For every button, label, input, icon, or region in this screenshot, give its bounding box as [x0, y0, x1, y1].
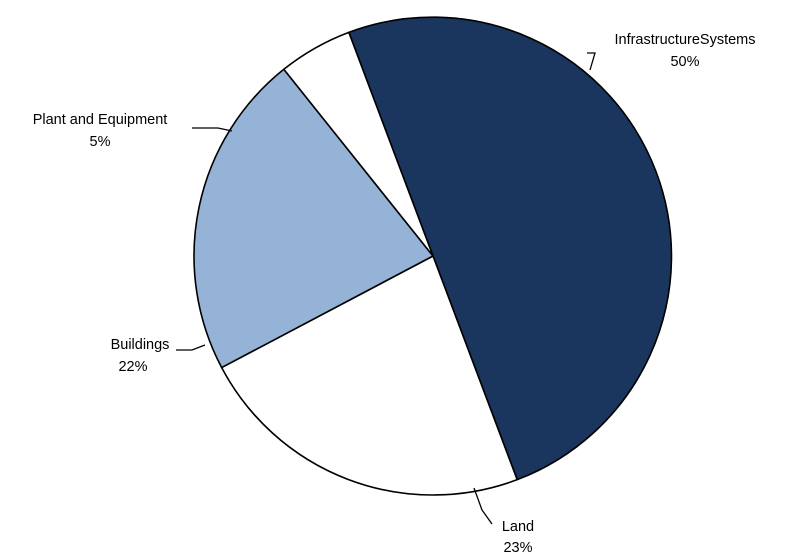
- leader-line-infrastructure-systems: [587, 52, 596, 71]
- label-infrastructure-systems: InfrastructureSystems: [614, 32, 755, 48]
- slice-buildings: [193, 68, 434, 369]
- slice-land: [220, 255, 518, 496]
- pct-plant-and-equipment: 5%: [90, 134, 111, 150]
- leader-lines: [176, 52, 596, 525]
- leader-line-land: [473, 487, 493, 525]
- label-plant-and-equipment: Plant and Equipment: [33, 112, 168, 128]
- leader-line-plant-and-equipment: [192, 127, 233, 132]
- pct-buildings: 22%: [118, 359, 147, 375]
- label-land: Land: [502, 519, 534, 535]
- label-buildings: Buildings: [111, 337, 170, 353]
- slice-infrastructure-systems: [348, 16, 673, 481]
- pct-infrastructure-systems: 50%: [670, 54, 699, 70]
- slice-plant-and-equipment: [283, 31, 434, 257]
- pct-land: 23%: [503, 540, 532, 554]
- pie-slices: [193, 16, 673, 496]
- leader-line-buildings: [176, 344, 206, 351]
